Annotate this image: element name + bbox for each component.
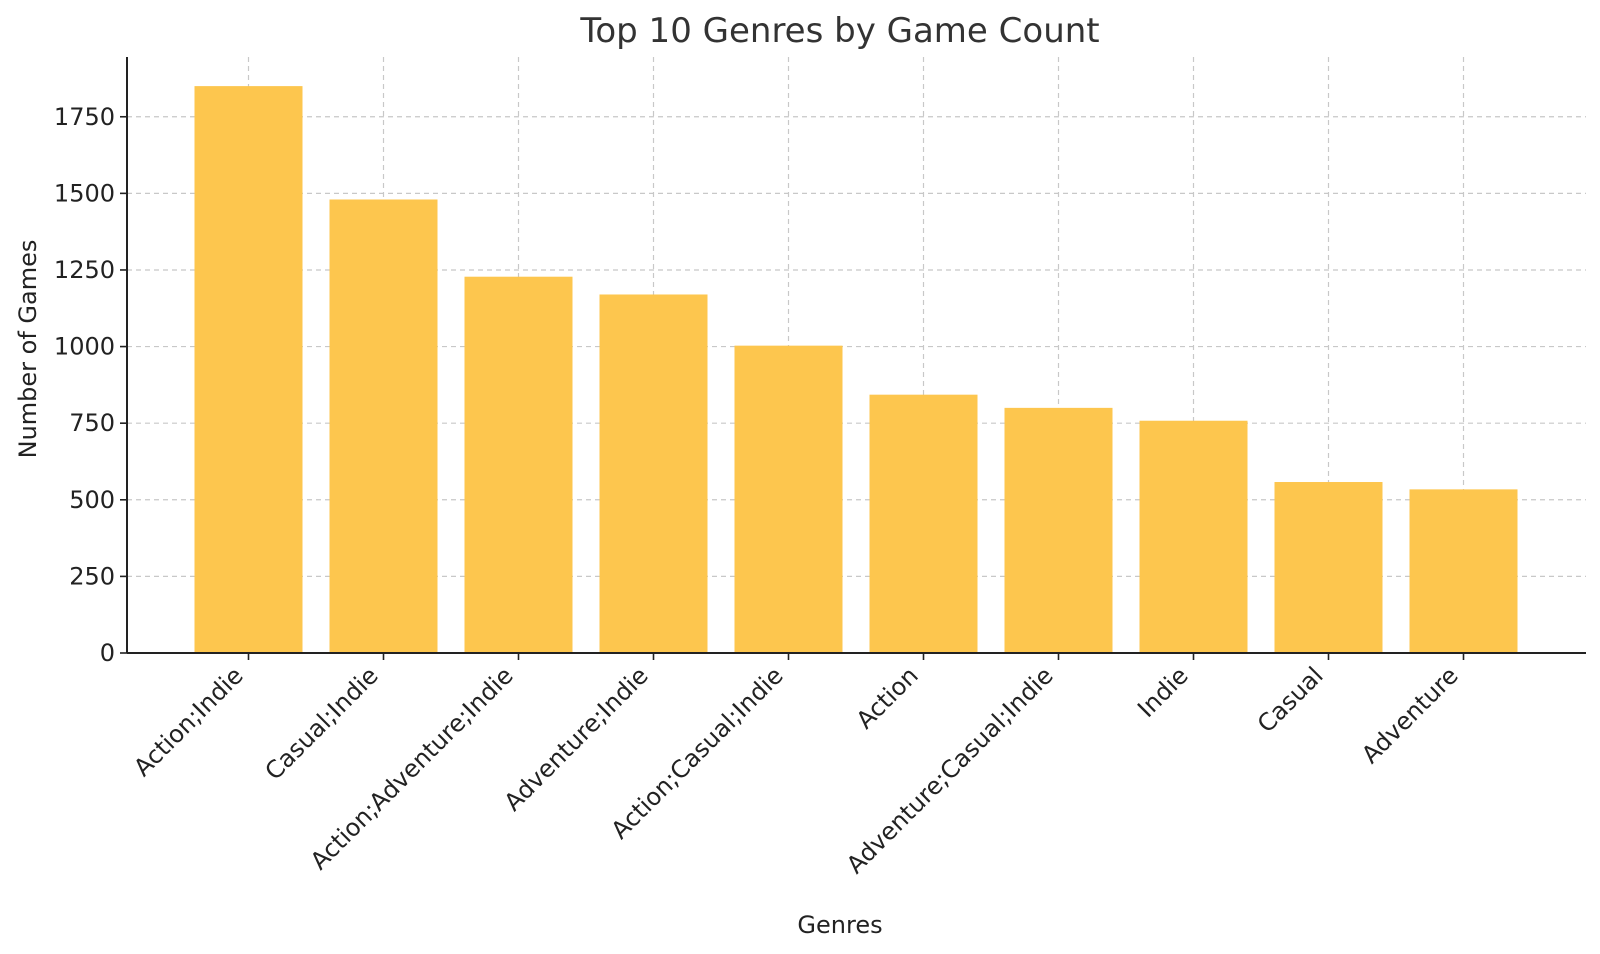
x-tick-label: Adventure	[1356, 661, 1464, 769]
y-tick-label: 1500	[54, 179, 115, 207]
bar	[1409, 489, 1518, 653]
y-tick-label: 1000	[54, 333, 115, 361]
x-tick-label: Casual;Indie	[260, 661, 384, 785]
bar	[464, 276, 573, 653]
bar	[329, 199, 438, 653]
y-ticks: 0 250 500 750 1000 1250 1500 1750	[54, 103, 127, 667]
x-tick-label: Action	[851, 661, 924, 734]
x-tick-label: Adventure;Indie	[499, 661, 654, 816]
y-tick-label: 250	[69, 562, 115, 590]
chart-title: Top 10 Genres by Game Count	[579, 11, 1099, 51]
bar	[1139, 420, 1248, 653]
x-axis-label: Genres	[797, 911, 882, 939]
x-tick-label: Indie	[1132, 661, 1193, 722]
x-tick-label: Action;Indie	[128, 661, 248, 781]
y-axis-label: Number of Games	[14, 240, 42, 459]
y-tick-label: 750	[69, 409, 115, 437]
y-tick-label: 1250	[54, 256, 115, 284]
y-tick-label: 1750	[54, 103, 115, 131]
bars	[194, 86, 1518, 654]
bar	[194, 86, 303, 654]
y-tick-label: 500	[69, 486, 115, 514]
bar	[869, 394, 978, 653]
x-ticks: Action;Indie Casual;IndieAction;Adventure…	[128, 653, 1465, 879]
axes	[126, 57, 1586, 654]
bar	[734, 345, 843, 653]
bar	[1004, 407, 1113, 653]
bar	[1274, 482, 1383, 653]
bar	[599, 294, 708, 653]
y-tick-label: 0	[100, 639, 115, 667]
x-tick-label: Casual	[1252, 661, 1329, 738]
